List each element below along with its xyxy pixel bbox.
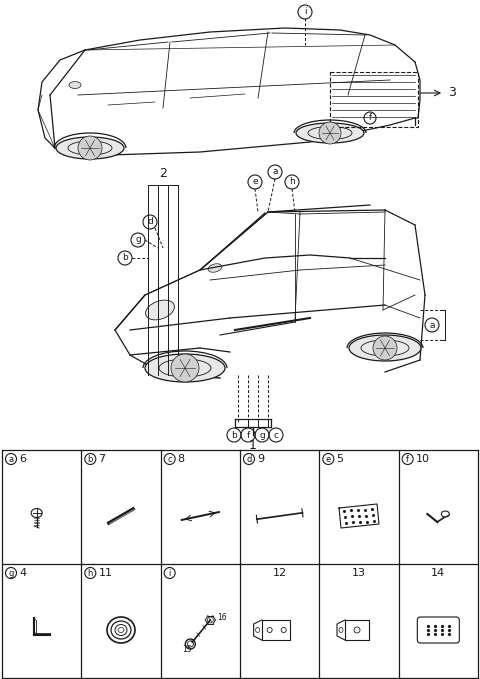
Text: 9: 9: [257, 454, 264, 464]
Text: 1: 1: [249, 439, 257, 452]
Circle shape: [373, 336, 397, 360]
Text: g: g: [8, 568, 14, 578]
Text: i: i: [304, 7, 306, 16]
Text: a: a: [272, 168, 278, 177]
Text: 12: 12: [273, 568, 287, 578]
Text: 5: 5: [336, 454, 343, 464]
Text: c: c: [274, 430, 278, 439]
Circle shape: [319, 122, 341, 144]
Text: g: g: [259, 430, 265, 439]
Text: a: a: [9, 454, 13, 464]
Text: d: d: [246, 454, 252, 464]
Text: b: b: [231, 430, 237, 439]
Text: h: h: [289, 177, 295, 187]
Text: 11: 11: [98, 568, 112, 578]
Text: f: f: [406, 454, 409, 464]
Text: 3: 3: [448, 86, 456, 100]
Text: a: a: [429, 320, 435, 329]
Text: c: c: [168, 454, 172, 464]
Text: b: b: [88, 454, 93, 464]
Circle shape: [78, 136, 102, 160]
Ellipse shape: [208, 263, 222, 272]
Text: 15: 15: [182, 644, 192, 653]
Text: 7: 7: [98, 454, 106, 464]
Text: e: e: [326, 454, 331, 464]
Ellipse shape: [145, 300, 174, 320]
Ellipse shape: [56, 137, 124, 159]
Text: e: e: [252, 177, 258, 187]
Text: 13: 13: [352, 568, 366, 578]
Text: f: f: [369, 113, 372, 122]
Ellipse shape: [349, 335, 421, 361]
Text: 4: 4: [19, 568, 26, 578]
Text: b: b: [122, 253, 128, 263]
Text: 16: 16: [217, 612, 227, 621]
Circle shape: [171, 354, 199, 382]
Text: 14: 14: [431, 568, 445, 578]
Ellipse shape: [296, 123, 364, 143]
Text: h: h: [88, 568, 93, 578]
Text: 8: 8: [178, 454, 185, 464]
Text: i: i: [168, 568, 171, 578]
Text: 2: 2: [159, 167, 167, 180]
Text: 10: 10: [416, 454, 430, 464]
Ellipse shape: [69, 81, 81, 88]
Text: d: d: [147, 217, 153, 227]
Ellipse shape: [145, 354, 225, 382]
Bar: [330, 72, 418, 127]
Text: 6: 6: [19, 454, 26, 464]
Text: f: f: [246, 430, 250, 439]
Text: g: g: [135, 236, 141, 244]
